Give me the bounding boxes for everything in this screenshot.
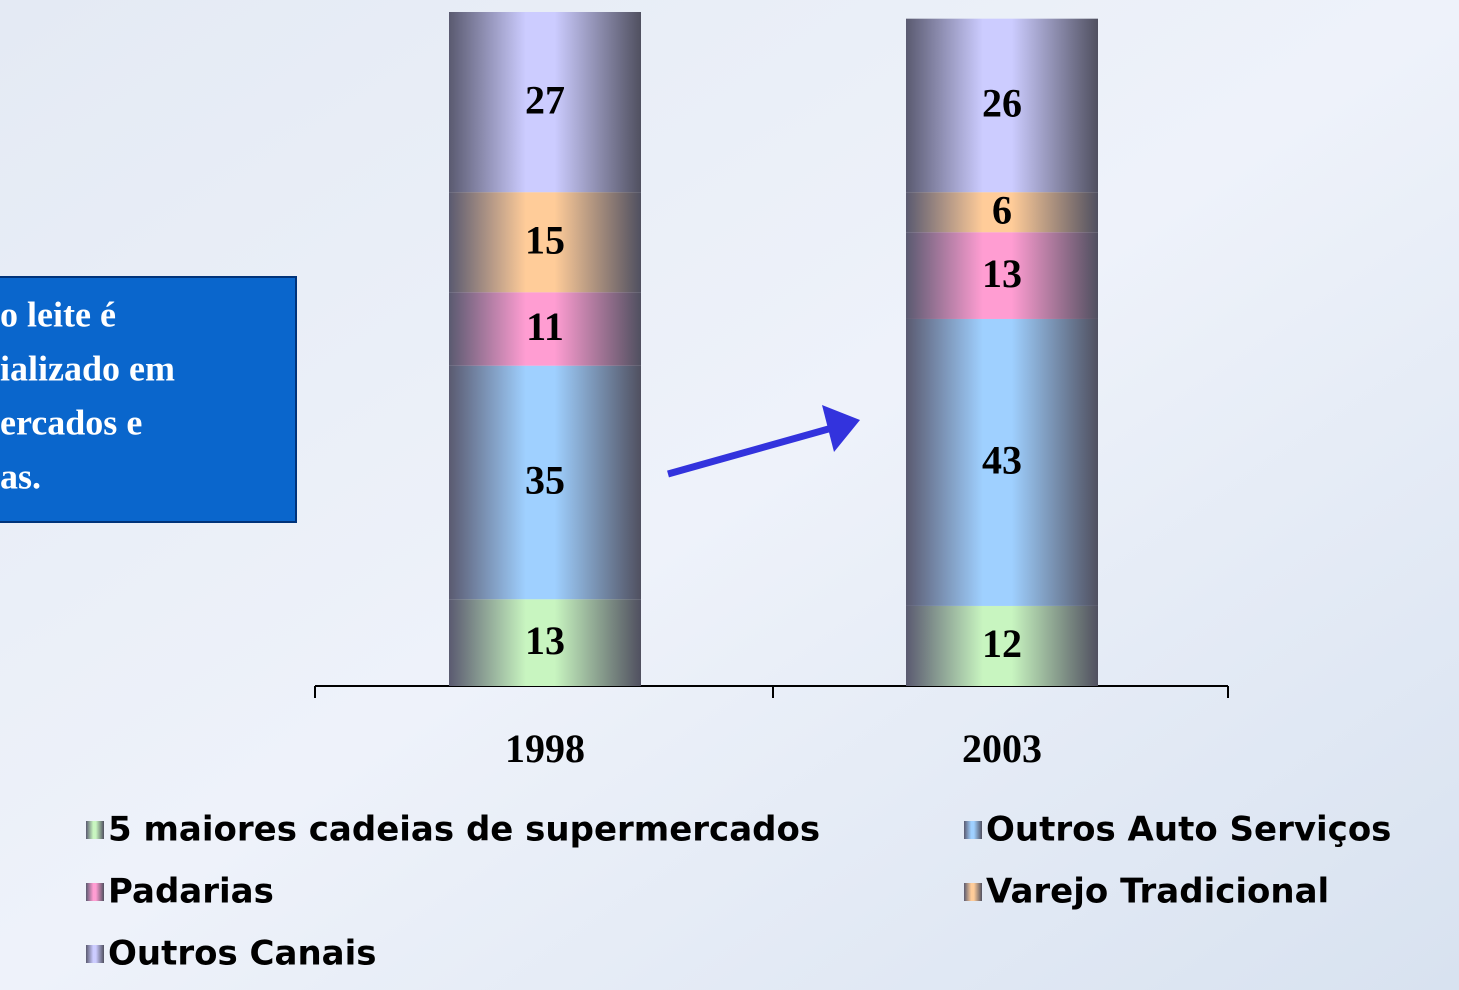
bar-segment <box>449 192 641 293</box>
arrow-head <box>822 405 860 452</box>
value-label: 6 <box>992 187 1012 232</box>
bar-segment <box>449 599 641 686</box>
bar-segment <box>449 292 641 366</box>
bar-segment <box>906 605 1098 686</box>
annotation-text: as. <box>0 456 41 496</box>
bar-segment <box>449 12 641 193</box>
annotation-box <box>0 276 297 523</box>
value-label: 13 <box>525 618 565 663</box>
annotation-text: ercados e <box>0 402 142 442</box>
bar-segment <box>906 232 1098 319</box>
annotation-text: o leite é <box>0 294 116 334</box>
legend-swatch <box>86 821 104 839</box>
arrow <box>667 424 833 478</box>
value-label: 12 <box>982 621 1022 666</box>
bar-segment <box>906 18 1098 193</box>
annotation: o leite é ializado em ercados e as. <box>0 294 175 496</box>
legend-swatch <box>86 883 104 901</box>
legend-swatch <box>964 883 982 901</box>
value-label: 27 <box>525 77 565 122</box>
x-tick-label: 1998 <box>505 726 585 771</box>
bar-segment <box>906 192 1098 233</box>
value-label: 26 <box>982 81 1022 126</box>
legend-swatch <box>964 821 982 839</box>
annotation-text: ializado em <box>0 348 175 388</box>
legend-label: Outros Canais <box>108 934 377 974</box>
bar-segment <box>449 365 641 600</box>
value-label: 43 <box>982 438 1022 483</box>
value-label: 35 <box>525 458 565 503</box>
x-tick-label: 2003 <box>962 726 1042 771</box>
legend-swatch <box>86 945 104 963</box>
legend-label: 5 maiores cadeias de supermercados <box>108 810 820 850</box>
legend-label: Padarias <box>108 872 274 912</box>
value-label: 15 <box>525 217 565 262</box>
value-label: 13 <box>982 251 1022 296</box>
legend-label: Outros Auto Serviços <box>986 810 1391 850</box>
bar-segment <box>906 318 1098 606</box>
legend-label: Varejo Tradicional <box>986 872 1329 912</box>
value-label: 11 <box>526 304 564 349</box>
